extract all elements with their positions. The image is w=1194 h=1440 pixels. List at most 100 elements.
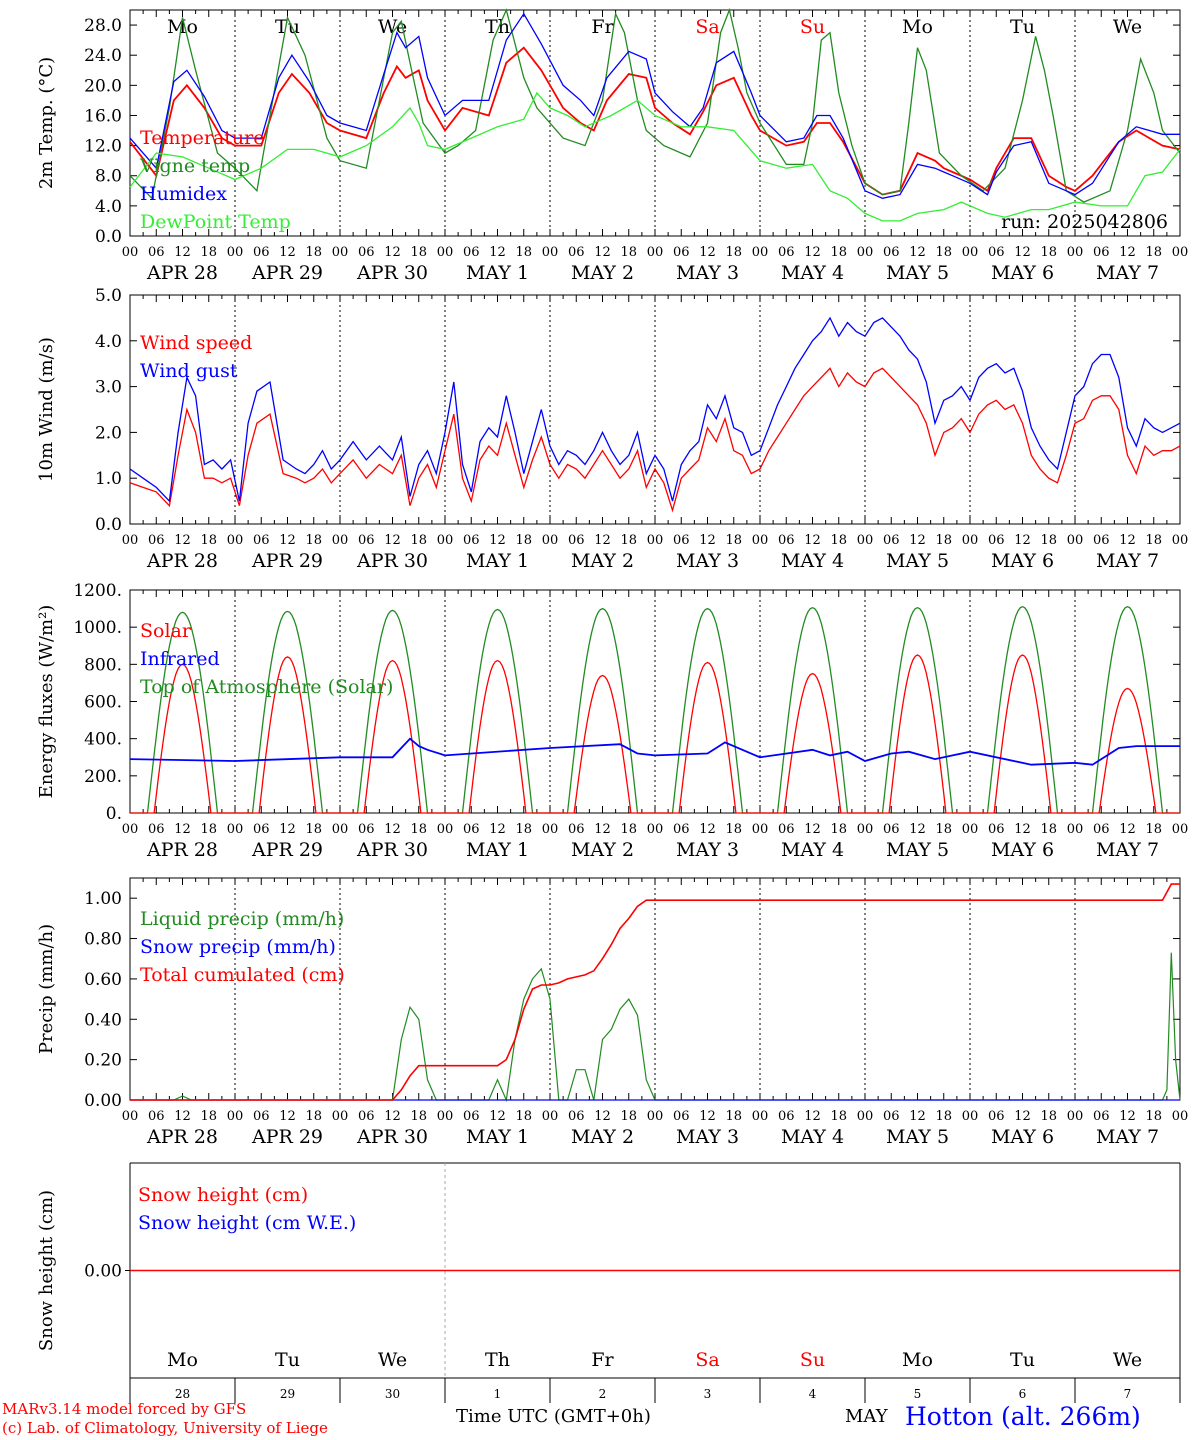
- y-tick-label: 16.0: [84, 106, 122, 126]
- hour-label: 00: [332, 533, 349, 548]
- y-tick-label: 4.0: [95, 197, 122, 217]
- hour-label: 00: [857, 822, 874, 837]
- date-label: MAY 1: [466, 550, 529, 572]
- hour-label: 00: [647, 533, 664, 548]
- y-tick-label: 5.0: [95, 286, 122, 306]
- y-tick-label: 1.00: [84, 889, 122, 909]
- hour-label: 12: [1014, 1109, 1031, 1124]
- hour-label: 18: [620, 245, 637, 260]
- date-label: APR 30: [356, 839, 428, 861]
- hour-label: 12: [699, 1109, 716, 1124]
- temp-series-line: [129, 7, 1181, 203]
- hour-label: 18: [1040, 822, 1057, 837]
- hour-label: 12: [594, 533, 611, 548]
- hour-label: 06: [463, 245, 480, 260]
- y-axis-label: Energy fluxes (W/m²): [36, 605, 57, 799]
- hour-label: 00: [962, 245, 979, 260]
- hour-label: 18: [305, 245, 322, 260]
- day-number-label: 5: [914, 1387, 922, 1401]
- hour-label: 06: [1093, 822, 1110, 837]
- hour-label: 12: [699, 245, 716, 260]
- date-label: APR 30: [356, 1126, 428, 1148]
- date-label: APR 28: [146, 1126, 218, 1148]
- wind-series-line: [129, 367, 1181, 513]
- hour-label: 18: [935, 533, 952, 548]
- hour-label: 06: [358, 822, 375, 837]
- legend-entry: Liquid precip (mm/h): [140, 908, 344, 930]
- hour-label: 00: [647, 822, 664, 837]
- y-tick-label: 600.: [84, 693, 122, 713]
- hour-label: 06: [988, 822, 1005, 837]
- hour-label: 00: [122, 533, 139, 548]
- day-number-label: 3: [704, 1387, 712, 1401]
- date-label: MAY 3: [676, 839, 739, 861]
- hour-label: 18: [515, 533, 532, 548]
- solar-line: [130, 654, 1180, 814]
- date-label: MAY 3: [676, 550, 739, 572]
- weekday-label: Mo: [167, 16, 198, 38]
- hour-label: 12: [279, 1109, 296, 1124]
- weekday-label: Th: [485, 16, 510, 38]
- legend-entry: Vigne temp: [139, 155, 250, 177]
- hour-label: 00: [962, 1109, 979, 1124]
- y-tick-label: 0.: [106, 804, 122, 824]
- hour-label: 18: [725, 245, 742, 260]
- hour-label: 06: [358, 1109, 375, 1124]
- hour-label: 06: [253, 1109, 270, 1124]
- date-label: MAY 2: [571, 839, 634, 861]
- weekday-label: We: [378, 1349, 407, 1371]
- y-tick-label: 1000.: [73, 618, 122, 638]
- month-label: MAY: [845, 1406, 888, 1427]
- legend-entry: Snow height (cm): [138, 1184, 308, 1206]
- hour-label: 18: [410, 533, 427, 548]
- hour-label: 12: [804, 533, 821, 548]
- date-label: APR 29: [251, 262, 323, 284]
- hour-label: 00: [962, 533, 979, 548]
- y-tick-label: 0.20: [84, 1051, 122, 1071]
- y-tick-label: 0.00: [84, 1091, 122, 1111]
- temp-series-line: [129, 12, 1180, 199]
- date-label: MAY 4: [781, 839, 844, 861]
- hour-label: 12: [1119, 1109, 1136, 1124]
- toa-solar-line: [130, 605, 1180, 814]
- hour-label: 12: [174, 822, 191, 837]
- hour-label: 00: [332, 822, 349, 837]
- y-axis-label: 10m Wind (m/s): [36, 337, 57, 482]
- date-label: APR 28: [146, 550, 218, 572]
- hour-label: 12: [1119, 822, 1136, 837]
- date-label: MAY 5: [886, 1126, 949, 1148]
- hour-label: 00: [1067, 245, 1084, 260]
- hour-label: 12: [174, 245, 191, 260]
- hour-label: 00: [437, 822, 454, 837]
- hour-label: 18: [935, 1109, 952, 1124]
- hour-label: 18: [515, 245, 532, 260]
- y-tick-label: 0.00: [84, 1262, 122, 1282]
- hour-label: 06: [778, 245, 795, 260]
- hour-label: 18: [1040, 245, 1057, 260]
- y-axis-label: 2m Temp. (°C): [36, 57, 57, 189]
- date-label: MAY 1: [466, 1126, 529, 1148]
- date-label: MAY 7: [1096, 550, 1159, 572]
- date-label: MAY 4: [781, 262, 844, 284]
- y-tick-label: 800.: [84, 655, 122, 675]
- hour-label: 06: [148, 533, 165, 548]
- weekday-label: We: [378, 16, 407, 38]
- hour-label: 00: [1172, 822, 1189, 837]
- date-label: MAY 4: [781, 550, 844, 572]
- hour-label: 12: [909, 533, 926, 548]
- hour-label: 18: [935, 822, 952, 837]
- panel-frame: [129, 294, 1181, 525]
- hour-label: 12: [1014, 533, 1031, 548]
- hour-label: 06: [778, 1109, 795, 1124]
- hour-label: 18: [830, 245, 847, 260]
- hour-label: 00: [1172, 533, 1189, 548]
- y-tick-label: 4.0: [95, 332, 122, 352]
- y-tick-label: 20.0: [84, 76, 122, 96]
- hour-label: 00: [227, 533, 244, 548]
- hour-label: 00: [332, 245, 349, 260]
- y-tick-label: 8.0: [95, 167, 122, 187]
- hour-label: 12: [384, 533, 401, 548]
- hour-label: 06: [463, 533, 480, 548]
- date-label: APR 29: [251, 550, 323, 572]
